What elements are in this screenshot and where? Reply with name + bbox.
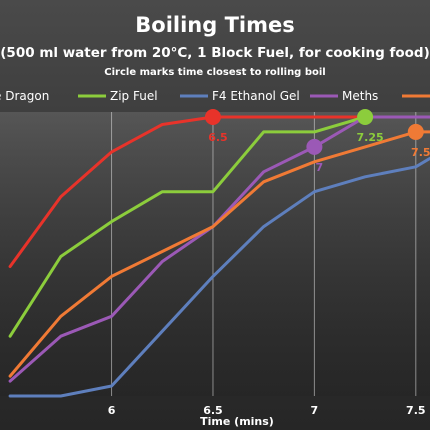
boil-marker-label: 7.25: [357, 131, 384, 144]
series-line: [8, 115, 430, 383]
x-tick-label: 6: [108, 404, 116, 417]
legend-item: Fire Dragon: [0, 89, 49, 103]
x-tick-label: 6.5: [203, 404, 223, 417]
chart-subtitle: (500 ml water from 20°C, 1 Block Fuel, f…: [0, 45, 429, 61]
boil-marker: [357, 108, 374, 125]
chart-note: Circle marks time closest to rolling boi…: [104, 67, 325, 78]
series-lines: [8, 115, 430, 398]
gridlines: [111, 112, 417, 396]
legend-label: Meths: [342, 89, 378, 103]
boil-marker-label: 7.5: [411, 146, 430, 159]
boil-marker: [407, 123, 424, 140]
legend-label: F4 Ethanol Gel: [212, 89, 300, 103]
legend-item: F4 Ethanol Gel: [180, 89, 300, 103]
legend-item: Esbit: [402, 94, 430, 98]
series-line: [8, 156, 430, 398]
x-axis-title: Time (mins): [200, 415, 274, 428]
boil-markers: 6.5 7.25 7 7.5: [204, 108, 430, 174]
boil-marker-label: 7: [316, 161, 324, 174]
x-tick-label: 7.5: [406, 404, 426, 417]
boil-marker-label: 6.5: [208, 131, 228, 144]
x-axis-ticks: 6 6.5 7 7.5: [108, 404, 426, 417]
plot-area: [0, 112, 430, 396]
boil-marker: [306, 138, 323, 155]
x-tick-label: 7: [311, 404, 319, 417]
legend-item: Zip Fuel: [78, 89, 158, 103]
legend-label: Fire Dragon: [0, 89, 49, 103]
series-line: [8, 130, 430, 378]
legend-label: Zip Fuel: [110, 89, 158, 103]
legend-item: Meths: [310, 89, 378, 103]
boil-marker: [204, 108, 221, 125]
chart-legend: Fire Dragon Zip Fuel F4 Ethanol Gel Meths Es…: [0, 89, 430, 103]
chart-title: Boiling Times: [135, 13, 294, 37]
